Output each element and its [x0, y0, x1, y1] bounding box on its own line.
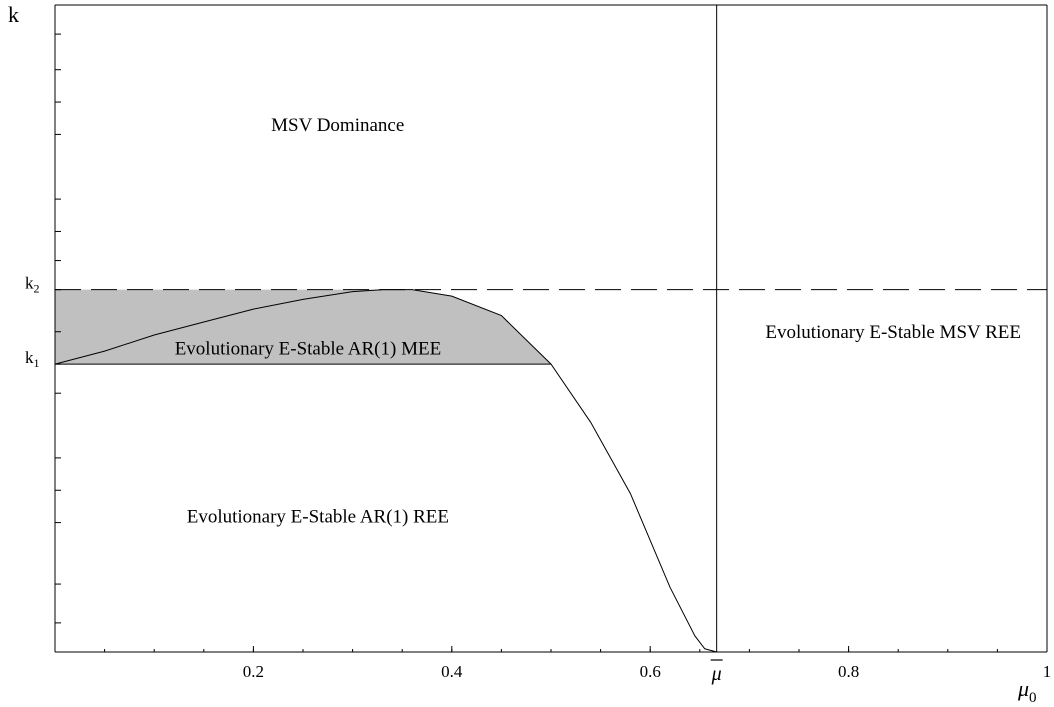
- k1-label-base: k: [25, 348, 34, 367]
- x-tick-label: 0.4: [441, 662, 463, 681]
- x-axis-label: μ0: [1017, 676, 1037, 706]
- shaded-mee-region: [55, 289, 551, 365]
- k2-label-sub: 2: [34, 282, 40, 296]
- x-tick-label: 0.6: [640, 662, 661, 681]
- x-axis-label-base: μ: [1017, 676, 1029, 701]
- region-label-ar1-ree: Evolutionary E-Stable AR(1) REE: [187, 507, 449, 528]
- region-label-ar1-mee: Evolutionary E-Stable AR(1) MEE: [175, 338, 441, 359]
- boundary-curve: [54, 289, 717, 653]
- mu-bar-label: μ: [711, 663, 722, 685]
- x-tick-label: 1: [1043, 662, 1052, 681]
- x-tick-label: 0.2: [243, 662, 264, 681]
- k2-label-base: k: [25, 274, 34, 293]
- k1-label-sub: 1: [34, 356, 40, 370]
- k2-label: k2: [25, 274, 40, 296]
- region-label-msv-ree: Evolutionary E-Stable MSV REE: [765, 322, 1021, 343]
- x-tick-label: 0.8: [838, 662, 859, 681]
- x-axis-label-sub: 0: [1029, 690, 1037, 706]
- region-label-msv-dominance: MSV Dominance: [271, 115, 404, 136]
- y-axis-label: k: [8, 2, 19, 27]
- k1-label: k1: [25, 348, 40, 370]
